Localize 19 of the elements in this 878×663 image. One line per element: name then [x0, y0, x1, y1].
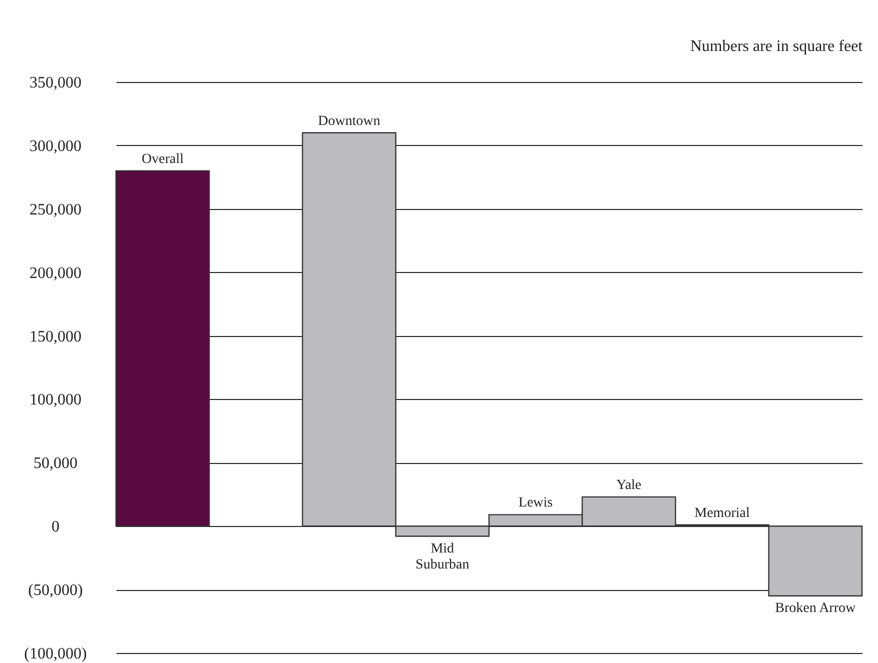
y-tick-label: (50,000)	[28, 582, 83, 600]
y-tick-label: 150,000	[30, 328, 82, 346]
x-tick-label: Broken Arrow	[775, 600, 856, 616]
y-tick-label: 100,000	[30, 392, 82, 409]
x-tick-label: Lewis	[518, 496, 553, 511]
x-tick-label: Downtown	[318, 114, 380, 129]
y-tick-label: 0	[52, 518, 60, 536]
x-tick-label: Memorial	[694, 506, 750, 521]
x-tick-label: Overall	[142, 152, 184, 167]
y-tick-label: 200,000	[30, 264, 82, 282]
y-tick-label: 350,000	[30, 74, 82, 92]
x-tick-label: Mid Suburban	[416, 541, 470, 572]
y-tick-label: 300,000	[30, 138, 82, 155]
y-tick-label: (100,000)	[24, 646, 87, 662]
text: Numbers are in square feet	[690, 38, 864, 55]
x-tick-label: Yale	[616, 478, 642, 493]
bar	[115, 170, 210, 527]
y-tick-label: 250,000	[30, 201, 82, 218]
y-tick-label: 50,000	[34, 455, 78, 472]
